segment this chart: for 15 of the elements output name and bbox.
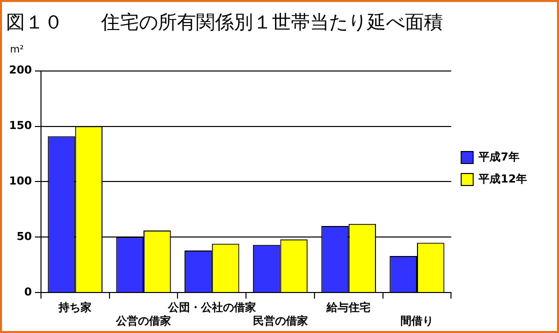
x-tick-label: 間借り — [400, 314, 434, 328]
x-tick-label: 民営の借家 — [252, 314, 308, 328]
y-tick-label: 100 — [8, 174, 32, 188]
legend-label: 平成7年 — [478, 150, 520, 164]
x-tick-label: 持ち家 — [58, 301, 92, 314]
x-tick-label: 公団・公社の借家 — [166, 301, 256, 314]
x-tick-label: 公営の借家 — [115, 314, 172, 328]
chart-title: 図１０ 住宅の所有関係別１世帯当たり延べ面積 — [6, 11, 443, 34]
y-axis-title: m² — [10, 44, 24, 56]
x-tick-label: 給与住宅 — [326, 301, 371, 314]
legend-label: 平成12年 — [478, 172, 528, 186]
y-tick-label: 150 — [8, 119, 32, 132]
y-tick-label: 0 — [24, 285, 32, 298]
y-tick-label: 200 — [8, 64, 32, 77]
y-tick-label: 50 — [16, 230, 32, 244]
